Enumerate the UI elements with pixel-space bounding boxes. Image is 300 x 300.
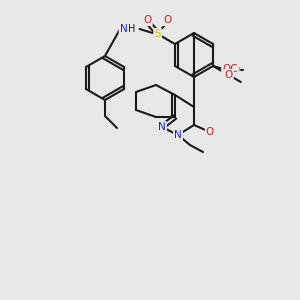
Text: N: N	[120, 24, 128, 34]
Text: S: S	[154, 29, 161, 39]
Text: H: H	[128, 24, 135, 34]
Text: O: O	[164, 15, 172, 25]
Text: N: N	[158, 122, 166, 132]
Text: O: O	[224, 70, 233, 80]
Text: O: O	[206, 127, 214, 137]
Text: O: O	[143, 15, 152, 25]
Text: O: O	[231, 65, 239, 75]
Text: N: N	[174, 130, 182, 140]
Text: OC: OC	[222, 64, 238, 74]
